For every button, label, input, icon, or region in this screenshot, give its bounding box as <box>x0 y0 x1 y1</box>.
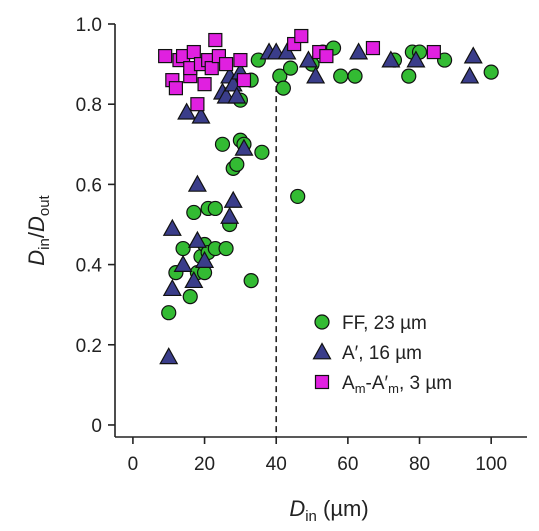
data-points <box>158 28 499 365</box>
ff-point <box>214 136 231 152</box>
legend-label-part: m <box>355 381 366 396</box>
y-axis-title-slash: / <box>24 231 49 238</box>
x-axis-title-sub: in <box>305 508 317 525</box>
am-a-prime-m-point <box>426 44 441 60</box>
legend-label-part: A′, 16 µm <box>342 343 422 364</box>
a-prime-point <box>460 66 480 84</box>
ff-point <box>437 52 453 68</box>
am-a-prime-m-point <box>186 44 201 60</box>
ff-point <box>243 273 259 289</box>
a-prime-point <box>463 46 483 64</box>
ff-point <box>182 289 198 305</box>
ff-point <box>161 305 177 321</box>
a-prime-point <box>177 102 197 120</box>
legend-label-part: , 3 µm <box>399 373 452 394</box>
ff-point <box>186 204 202 221</box>
am-a-prime-m-point <box>294 28 309 44</box>
y-axis-title-sub2: out <box>36 194 53 216</box>
legend-label-part: -A′ <box>366 373 389 394</box>
a-prime-point <box>234 138 254 156</box>
legend-a-prime-label: A′, 16 µm <box>342 343 422 364</box>
y-axis-title-main2: D <box>24 216 49 232</box>
x-tick-label: 80 <box>409 454 430 475</box>
a-prime-point <box>187 230 207 248</box>
a-prime-point <box>298 50 318 68</box>
am-a-prime-m-point <box>236 73 252 88</box>
a-prime-point <box>277 42 297 60</box>
am-a-prime-m-point <box>197 77 212 92</box>
ff-point <box>290 188 306 205</box>
y-tick-label: 0.2 <box>76 336 102 357</box>
x-axis-title-main: D <box>289 496 305 521</box>
ff-point <box>282 60 299 76</box>
ff-point <box>347 68 363 84</box>
a-prime-point <box>162 218 182 236</box>
x-axis-title-unit: (µm) <box>317 496 369 521</box>
ff-point <box>229 156 245 172</box>
y-tick-label: 0.4 <box>76 256 103 277</box>
a-prime-point <box>223 190 243 208</box>
x-tick-label: 0 <box>128 454 139 475</box>
a-prime-point <box>162 278 182 297</box>
am-a-prime-m-point <box>218 56 234 72</box>
x-axis-title: Din (µm) <box>289 496 368 525</box>
x-tick-label: 100 <box>475 454 507 475</box>
y-tick-label: 0.8 <box>76 95 102 116</box>
y-tick-label: 0 <box>91 416 102 437</box>
ff-point <box>275 80 291 96</box>
legend-label-part: m <box>388 381 399 396</box>
ff-point <box>333 68 349 84</box>
y-axis-title-sub1: in <box>36 238 53 250</box>
legend-am-a-prime-m: Am-A′m, 3 µm <box>314 373 452 396</box>
am-a-prime-m-point <box>319 48 334 64</box>
am-a-prime-m-point <box>168 81 184 96</box>
ff-point <box>207 200 223 217</box>
a-prime-point <box>173 254 193 272</box>
am-a-prime-m-point <box>208 32 223 48</box>
a-prime-point <box>220 206 240 224</box>
a-prime-point <box>195 250 215 268</box>
y-tick-label: 0.6 <box>76 175 102 196</box>
legend-ff-label: FF, 23 µm <box>342 313 427 334</box>
legend-ff-marker <box>314 314 330 330</box>
x-tick-label: 40 <box>266 454 287 475</box>
ff-point <box>401 68 417 84</box>
axes: 0 20 40 60 80 100 0 0.2 0.4 0.6 0.8 1.0 <box>76 15 527 475</box>
a-prime-point <box>406 50 426 68</box>
legend-label-part: A <box>342 373 355 394</box>
legend-am-a-prime-m-marker <box>314 374 330 390</box>
axis-titles: Din (µm)Din/Dout <box>24 194 369 524</box>
legend-label-part: FF, 23 µm <box>342 313 427 334</box>
am-a-prime-m-point <box>158 48 173 64</box>
am-a-prime-m-point <box>233 52 248 68</box>
legend-ff: FF, 23 µm <box>314 313 427 334</box>
a-prime-point <box>349 42 369 60</box>
ff-point <box>483 64 499 80</box>
a-prime-point <box>191 106 211 124</box>
a-prime-point <box>306 66 326 84</box>
a-prime-point <box>381 50 401 68</box>
legend-a-prime: A′, 16 µm <box>312 342 422 364</box>
x-tick-label: 60 <box>337 454 358 475</box>
ff-point <box>175 240 191 257</box>
legend-a-prime-marker <box>312 342 332 360</box>
a-prime-point <box>187 174 207 192</box>
y-tick-label: 1.0 <box>76 15 102 36</box>
a-prime-point <box>227 86 247 104</box>
ff-point <box>218 240 234 257</box>
am-a-prime-m-point <box>190 97 205 112</box>
x-tick-label: 20 <box>194 454 215 475</box>
am-a-prime-m-point <box>365 40 381 56</box>
am-a-prime-m-point <box>204 61 219 76</box>
a-prime-point <box>184 270 204 289</box>
legend-am-a-prime-m-label: Am-A′m, 3 µm <box>342 373 452 396</box>
y-axis-title-main1: D <box>24 250 49 266</box>
a-prime-point <box>159 347 179 365</box>
y-axis-title: Din/Dout <box>24 194 53 265</box>
ff-point <box>254 144 270 160</box>
